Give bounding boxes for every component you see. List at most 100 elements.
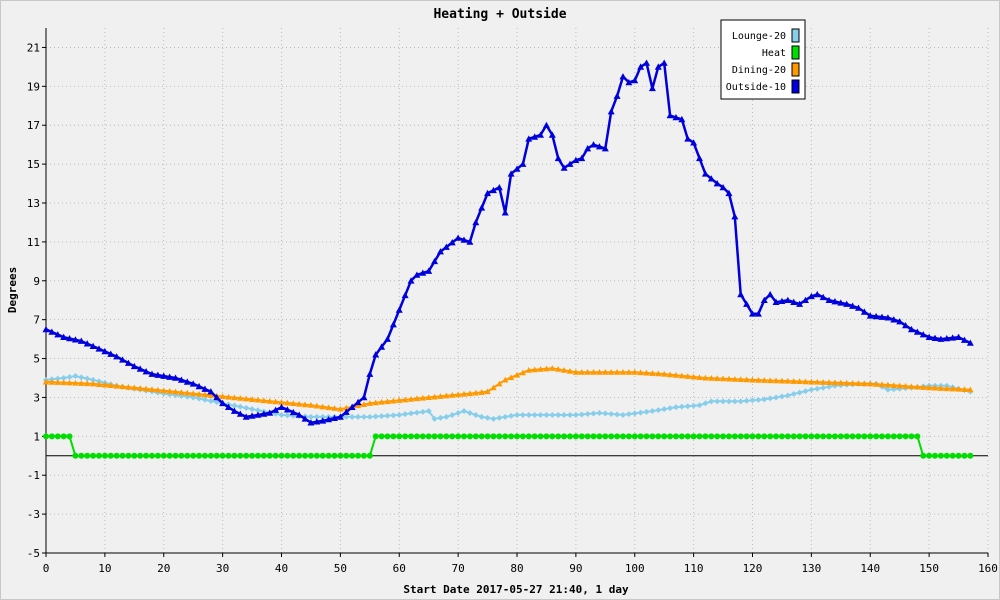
data-point bbox=[248, 412, 256, 419]
data-point bbox=[537, 411, 544, 418]
data-point bbox=[78, 374, 85, 381]
data-point bbox=[237, 452, 244, 459]
data-point bbox=[90, 376, 97, 383]
data-point bbox=[884, 314, 892, 321]
data-point bbox=[508, 412, 515, 419]
data-point bbox=[378, 343, 386, 350]
data-point bbox=[866, 312, 874, 319]
data-point bbox=[295, 411, 303, 418]
data-point bbox=[555, 411, 562, 418]
data-point bbox=[678, 433, 685, 440]
data-point bbox=[713, 180, 721, 187]
data-point bbox=[502, 376, 509, 383]
data-point bbox=[637, 409, 644, 416]
data-point bbox=[242, 413, 250, 420]
data-point bbox=[331, 405, 338, 411]
data-point bbox=[378, 433, 385, 440]
data-point bbox=[572, 411, 579, 418]
data-point bbox=[419, 408, 426, 415]
data-point bbox=[207, 452, 214, 459]
data-point bbox=[602, 410, 609, 417]
data-point bbox=[408, 433, 415, 440]
data-point bbox=[684, 135, 692, 142]
data-point bbox=[884, 386, 891, 393]
data-point bbox=[113, 382, 120, 389]
data-point bbox=[908, 433, 915, 440]
data-point bbox=[254, 407, 261, 414]
data-point bbox=[761, 433, 768, 440]
data-point bbox=[602, 368, 609, 375]
data-point bbox=[343, 404, 350, 411]
data-point bbox=[478, 204, 486, 211]
data-point bbox=[701, 170, 709, 177]
data-point bbox=[643, 408, 650, 415]
data-point bbox=[254, 452, 261, 459]
data-point bbox=[967, 452, 974, 459]
data-point bbox=[307, 413, 314, 420]
data-point bbox=[384, 433, 391, 440]
data-point bbox=[431, 433, 438, 440]
data-point bbox=[867, 433, 874, 440]
data-point bbox=[855, 433, 862, 440]
data-point bbox=[566, 411, 573, 418]
data-point bbox=[555, 366, 562, 372]
data-point bbox=[837, 299, 845, 306]
data-point bbox=[231, 452, 238, 459]
data-point bbox=[961, 386, 968, 392]
data-point bbox=[213, 452, 220, 459]
data-point bbox=[755, 376, 762, 383]
data-point bbox=[625, 368, 633, 375]
data-point bbox=[154, 386, 162, 393]
data-point bbox=[808, 433, 815, 440]
data-point bbox=[796, 389, 803, 396]
data-point bbox=[849, 433, 856, 440]
data-point bbox=[937, 452, 944, 459]
data-point bbox=[931, 334, 939, 341]
data-point bbox=[902, 382, 909, 389]
data-point bbox=[207, 392, 215, 398]
data-point bbox=[749, 397, 756, 404]
data-point bbox=[201, 385, 209, 392]
data-point bbox=[943, 452, 950, 459]
data-point bbox=[631, 77, 639, 84]
data-point bbox=[849, 302, 857, 309]
data-point bbox=[725, 398, 732, 405]
data-point bbox=[814, 378, 821, 385]
data-point bbox=[48, 378, 56, 385]
data-point bbox=[719, 183, 727, 191]
data-point bbox=[902, 433, 909, 440]
data-point bbox=[131, 452, 138, 459]
data-point bbox=[872, 312, 880, 320]
data-point bbox=[478, 433, 485, 440]
data-point bbox=[360, 452, 367, 459]
x-tick-label: 160 bbox=[978, 562, 998, 575]
data-point bbox=[731, 213, 739, 220]
data-point bbox=[484, 189, 492, 197]
data-point bbox=[560, 164, 568, 171]
data-point bbox=[720, 398, 727, 405]
data-point bbox=[284, 412, 291, 419]
data-point bbox=[678, 403, 685, 410]
data-point bbox=[107, 350, 115, 357]
data-point bbox=[389, 321, 397, 328]
data-point bbox=[125, 452, 132, 459]
data-point bbox=[278, 399, 285, 405]
data-point bbox=[714, 433, 721, 440]
data-point bbox=[684, 403, 691, 410]
data-point bbox=[778, 433, 785, 440]
data-point bbox=[384, 412, 391, 419]
data-point bbox=[366, 370, 374, 377]
data-point bbox=[42, 378, 50, 385]
data-point bbox=[95, 452, 102, 459]
x-tick-label: 70 bbox=[452, 562, 465, 575]
data-point bbox=[60, 433, 67, 440]
data-point bbox=[148, 386, 156, 393]
data-point bbox=[754, 310, 762, 317]
data-point bbox=[731, 398, 738, 405]
data-point bbox=[825, 379, 833, 386]
data-point bbox=[602, 433, 609, 440]
data-point bbox=[396, 433, 403, 440]
data-point bbox=[819, 293, 827, 301]
data-point bbox=[595, 143, 603, 150]
